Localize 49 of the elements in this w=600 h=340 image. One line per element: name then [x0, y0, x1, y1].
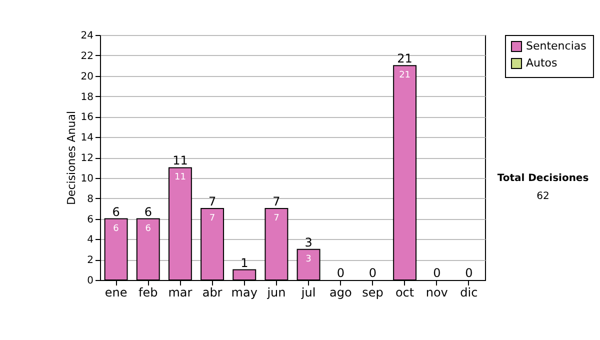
total-label: 6 — [112, 204, 120, 219]
y-tick-label: 16 — [80, 112, 94, 124]
total-label: 3 — [304, 235, 312, 250]
x-tick-label: jun — [266, 286, 286, 300]
x-tick-label: mar — [168, 286, 192, 300]
x-tick-label: feb — [138, 286, 158, 300]
total-label: 0 — [368, 266, 377, 280]
data-label: 21 — [399, 70, 411, 81]
data-label: 6 — [145, 224, 152, 234]
x-tick-label: abr — [202, 286, 222, 300]
y-tick-label: 18 — [80, 92, 94, 103]
data-label: 11 — [174, 172, 186, 183]
total-label: 11 — [172, 154, 188, 168]
total-label: 1 — [240, 256, 248, 270]
y-tick-label: 0 — [87, 276, 94, 286]
y-axis-title: Decisiones Anual — [64, 110, 78, 206]
x-tick-label: ago — [329, 286, 352, 300]
legend-label: Sentencias — [526, 40, 587, 52]
text: 62 — [536, 191, 550, 202]
x-tick-label: may — [231, 286, 258, 300]
x-tick-label: oct — [395, 286, 414, 300]
total-label: 0 — [433, 266, 441, 280]
x-tick-label: dic — [460, 286, 478, 300]
total-label: 21 — [397, 52, 412, 66]
data-label: 6 — [113, 224, 120, 234]
x-tick-label: jul — [300, 286, 316, 300]
total-label: 0 — [336, 266, 344, 280]
total-label: 7 — [272, 194, 280, 209]
data-label: 7 — [274, 214, 280, 224]
total-label: 0 — [465, 266, 473, 280]
data-label: 3 — [306, 254, 312, 264]
y-tick-label: 20 — [80, 71, 94, 82]
y-tick-label: 22 — [80, 50, 94, 62]
data-label: 7 — [209, 214, 216, 224]
text: Total Decisiones — [497, 173, 589, 184]
y-tick-label: 24 — [80, 30, 94, 42]
legend-label: Autos — [526, 56, 558, 70]
y-tick-label: 12 — [80, 153, 94, 164]
y-tick-label: 2 — [87, 255, 94, 266]
x-tick-label: nov — [426, 286, 448, 300]
total-label: 6 — [144, 204, 152, 219]
y-tick-label: 14 — [80, 132, 94, 144]
total-label: 7 — [208, 194, 216, 209]
x-tick-label: sep — [362, 286, 384, 300]
y-tick-label: 6 — [87, 214, 94, 226]
y-tick-label: 10 — [80, 173, 94, 184]
x-tick-label: ene — [104, 286, 128, 300]
y-tick-label: 4 — [87, 234, 94, 246]
y-tick-label: 8 — [87, 194, 94, 205]
